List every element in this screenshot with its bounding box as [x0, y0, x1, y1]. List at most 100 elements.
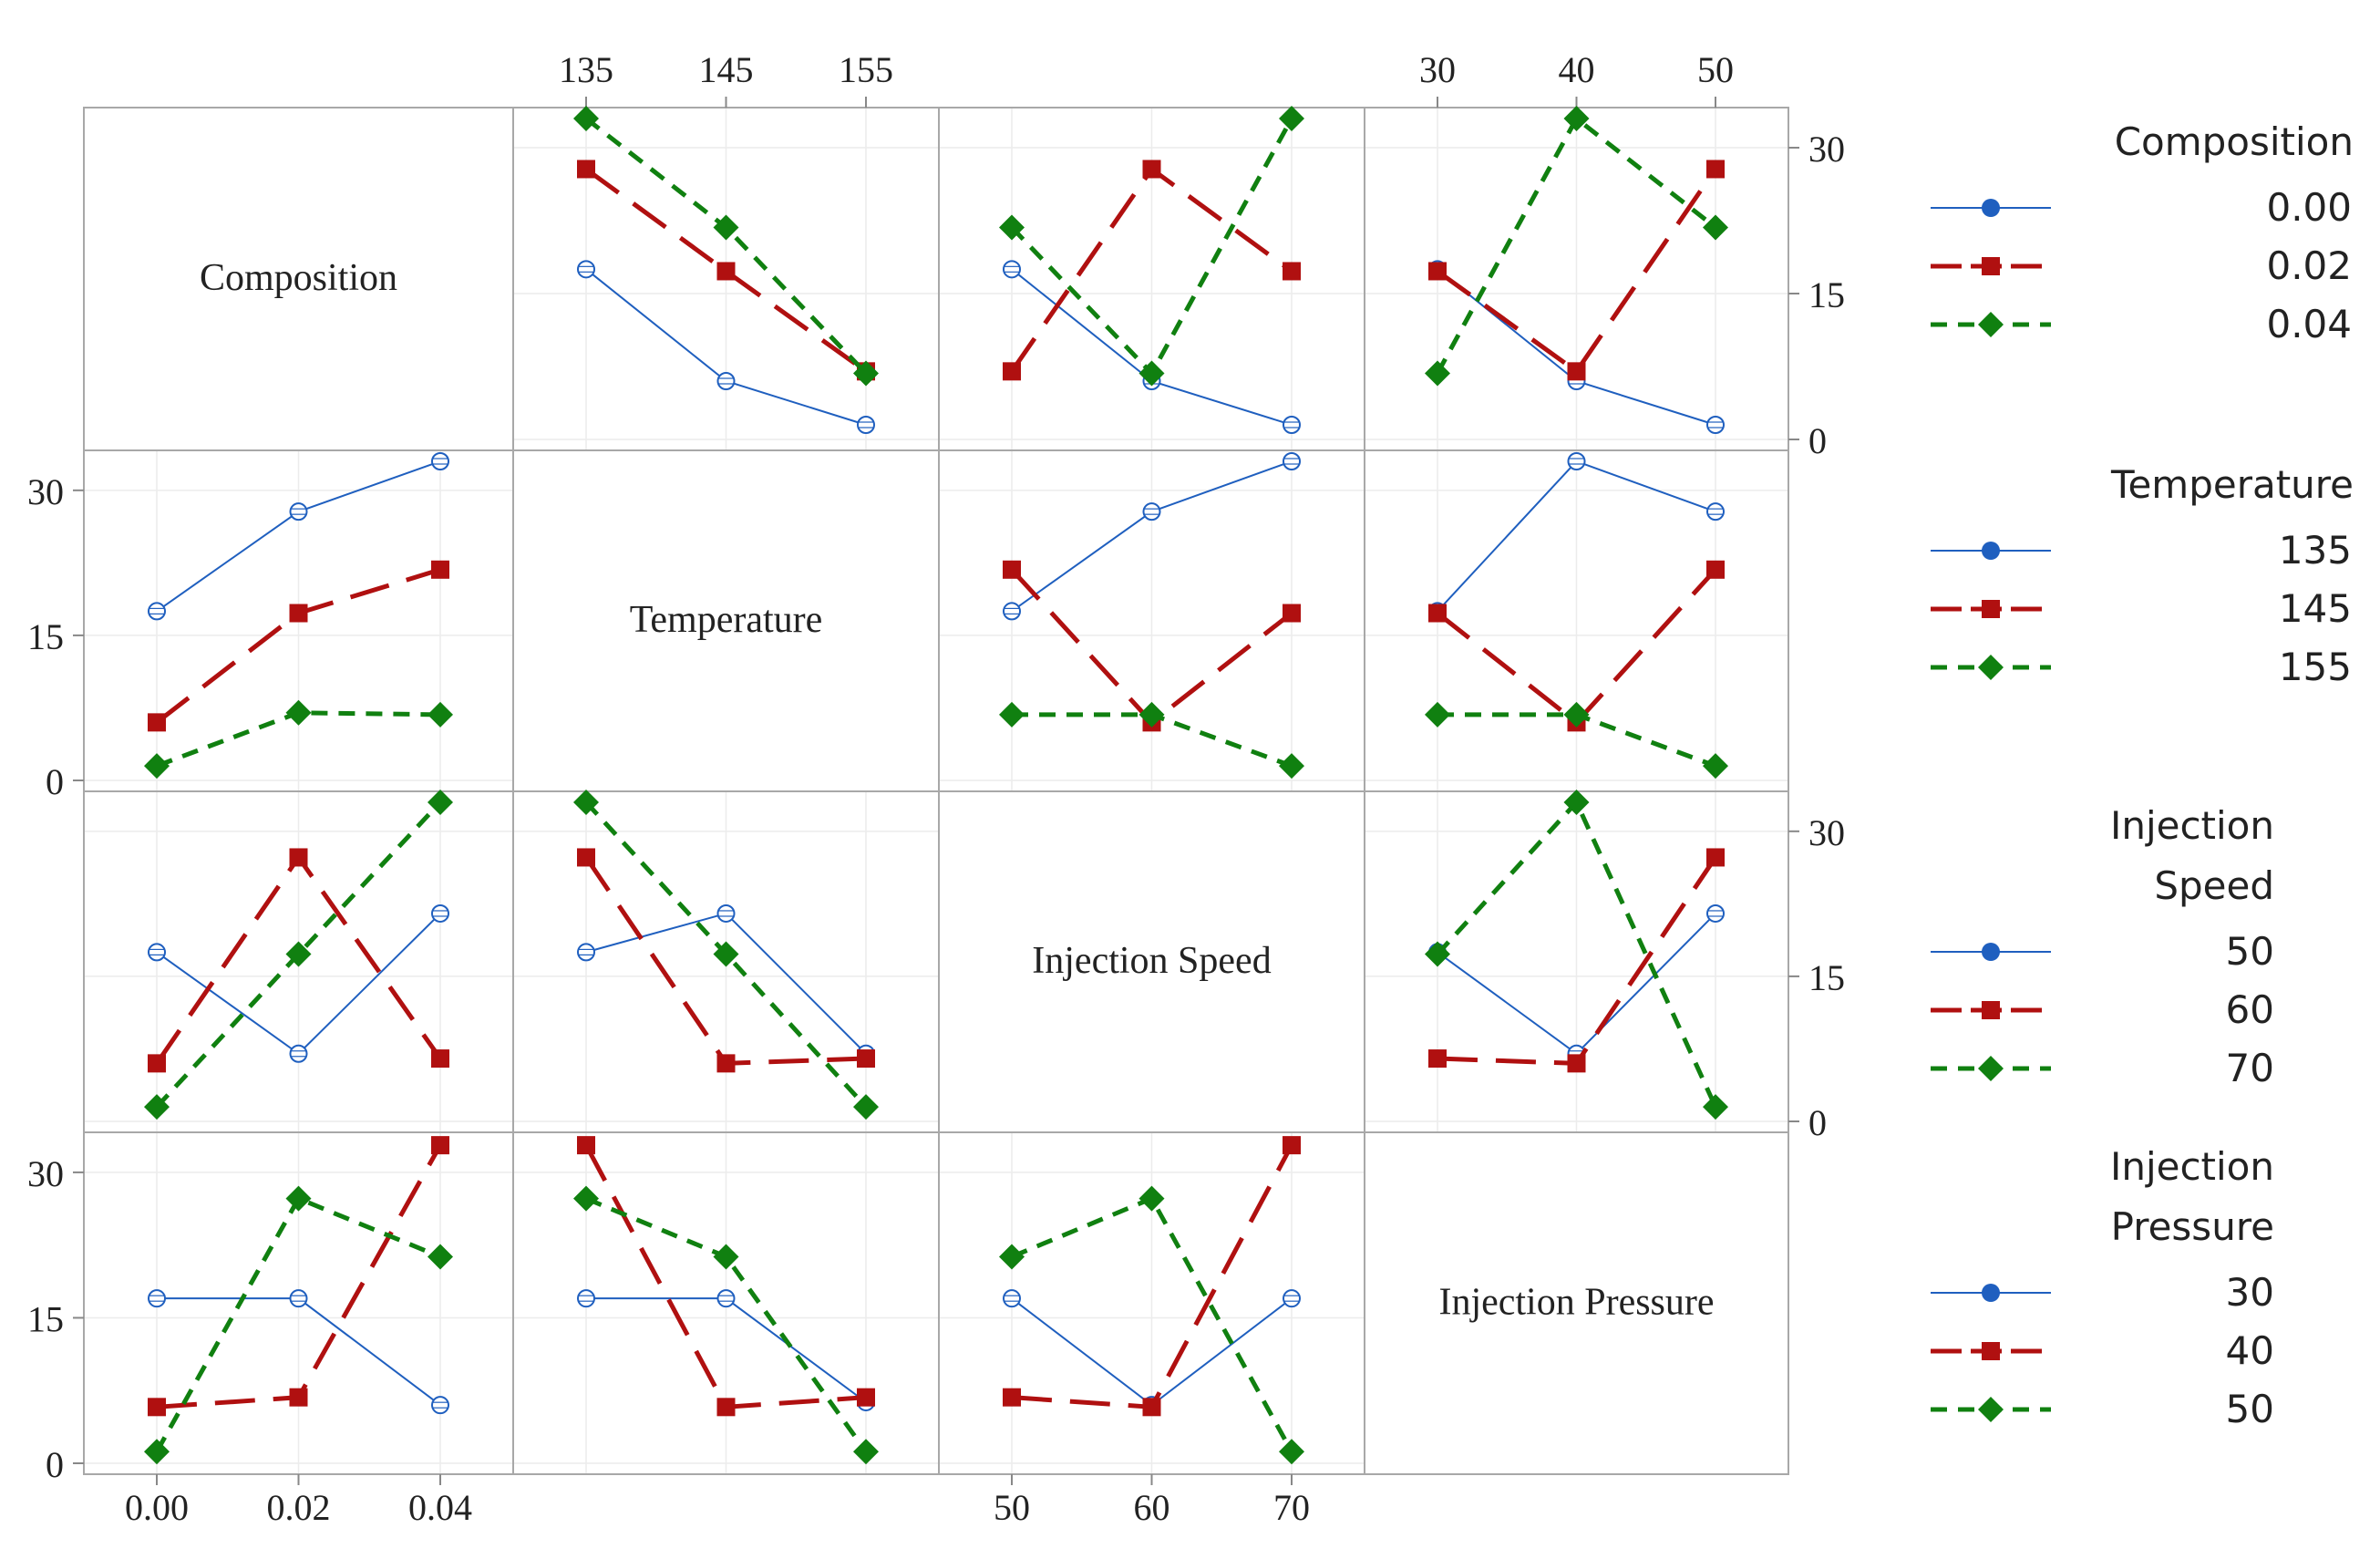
legend-level-label: 145 [2279, 586, 2352, 631]
data-point [285, 1185, 312, 1212]
data-point [144, 753, 170, 780]
data-point [577, 1136, 595, 1155]
data-point [431, 903, 449, 923]
legend-level-label: 70 [2226, 1046, 2274, 1090]
data-point [1279, 106, 1304, 131]
data-point [1283, 416, 1301, 434]
data-point [573, 106, 599, 131]
data-point [148, 602, 166, 621]
data-point [289, 1289, 308, 1308]
data-point [289, 848, 308, 867]
legend-marker [1978, 1397, 2004, 1422]
data-point [144, 1439, 170, 1465]
data-point [1703, 214, 1728, 241]
data-point [716, 1398, 736, 1417]
data-point [431, 560, 449, 579]
x-tick-label: 40 [1559, 49, 1595, 90]
data-point [431, 452, 449, 470]
data-point [1142, 160, 1161, 179]
data-point [1283, 604, 1301, 623]
legend-level-label: 155 [2279, 645, 2352, 689]
data-point [1428, 262, 1447, 281]
data-point [148, 713, 166, 732]
data-point [1138, 1185, 1165, 1212]
data-point [428, 701, 453, 728]
y-tick-label: 30 [27, 471, 64, 512]
data-point [285, 941, 312, 967]
y-tick-label: 0 [46, 1444, 64, 1485]
data-point [577, 848, 595, 867]
data-point [716, 262, 736, 281]
series-line [1435, 115, 1717, 375]
diagonal-label: Composition [200, 257, 397, 299]
data-point [1003, 362, 1021, 381]
legend-marker [1978, 312, 2004, 337]
diagonal-label: Injection Pressure [1438, 1282, 1714, 1324]
data-point [289, 1044, 308, 1063]
legend-level-label: 50 [2226, 929, 2274, 974]
data-point [1425, 701, 1450, 728]
legend-title: Pressure [2111, 1204, 2274, 1249]
legend-marker [1982, 199, 2000, 217]
data-point [1425, 360, 1450, 387]
data-point [999, 701, 1025, 728]
legend-level-label: 0.02 [2266, 243, 2352, 288]
data-point [1283, 1289, 1301, 1308]
data-point [573, 1185, 599, 1212]
series-line [155, 800, 442, 1109]
data-point [1142, 502, 1161, 521]
data-point [716, 372, 736, 390]
legend-marker [1982, 542, 2000, 560]
data-point [1279, 753, 1304, 780]
data-point [285, 699, 312, 726]
series-line [154, 1195, 441, 1453]
data-point [1703, 1094, 1728, 1120]
x-tick-label: 50 [1697, 49, 1734, 90]
legend-marker [1978, 1056, 2004, 1081]
data-point [148, 943, 166, 962]
y-tick-label: 0 [1808, 1102, 1827, 1143]
data-point [1283, 452, 1301, 470]
data-point [853, 1439, 879, 1465]
legend-title: Injection [2110, 1144, 2274, 1189]
x-tick-label: 30 [1419, 49, 1456, 90]
data-point [853, 360, 879, 387]
legend-level-label: 60 [2226, 987, 2274, 1032]
data-point [1003, 602, 1021, 621]
data-point [999, 214, 1025, 241]
legend-level-label: 50 [2226, 1387, 2274, 1431]
data-point [1567, 452, 1586, 470]
data-point [1142, 1398, 1161, 1417]
data-point [1283, 262, 1301, 281]
x-tick-label: 60 [1134, 1487, 1170, 1528]
legend-level-label: 0.00 [2266, 185, 2352, 230]
x-tick-label: 0.00 [125, 1487, 189, 1528]
data-point [1003, 560, 1021, 579]
x-tick-label: 0.04 [408, 1487, 472, 1528]
x-tick-label: 70 [1273, 1487, 1310, 1528]
data-point [1563, 790, 1590, 815]
diagonal-label: Temperature [630, 599, 823, 641]
data-point [431, 1396, 449, 1415]
data-point [577, 260, 595, 279]
data-point [1567, 362, 1586, 381]
data-point [573, 790, 599, 815]
data-point [1425, 941, 1450, 967]
data-point [1706, 903, 1725, 923]
data-point [1706, 416, 1725, 434]
data-point [716, 1289, 736, 1308]
data-point [289, 604, 308, 623]
data-point [713, 1244, 739, 1270]
legend-title: Injection [2110, 803, 2274, 848]
data-point [716, 903, 736, 923]
data-point [428, 1244, 453, 1270]
data-point [1428, 1049, 1447, 1069]
data-point [1283, 1136, 1301, 1155]
y-tick-label: 0 [46, 761, 64, 802]
data-point [716, 1054, 736, 1073]
data-point [1003, 1388, 1021, 1407]
data-point [1003, 1289, 1021, 1308]
x-tick-label: 0.02 [267, 1487, 331, 1528]
y-tick-label: 30 [1808, 812, 1845, 853]
